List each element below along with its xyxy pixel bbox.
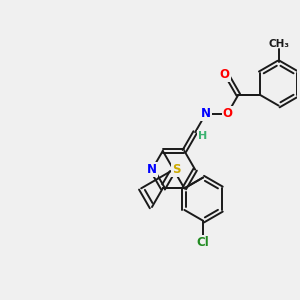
Text: H: H bbox=[198, 131, 208, 141]
Text: Cl: Cl bbox=[197, 236, 209, 249]
Text: N: N bbox=[201, 107, 211, 120]
Text: S: S bbox=[172, 163, 181, 176]
Text: CH₃: CH₃ bbox=[268, 39, 289, 49]
Text: O: O bbox=[223, 107, 232, 120]
Text: N: N bbox=[147, 163, 157, 176]
Text: O: O bbox=[220, 68, 230, 81]
